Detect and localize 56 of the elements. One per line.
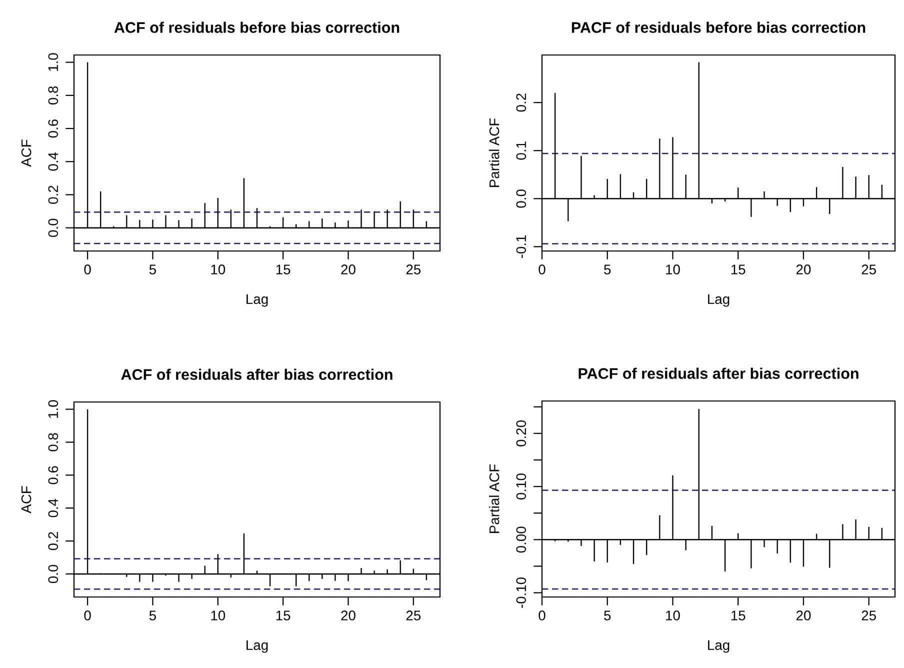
x-tick-label: 25 <box>862 610 876 620</box>
chart-title: ACF of residuals after bias correction <box>121 368 392 380</box>
chart-title: PACF of residuals before bias correction <box>572 22 866 33</box>
y-tick-label: 0.8 <box>48 433 58 452</box>
y-tick-label: 1.0 <box>48 53 58 71</box>
x-tick-label: 10 <box>666 264 680 274</box>
y-tick-label: -0.1 <box>516 235 526 258</box>
x-tick-label: 5 <box>604 264 611 274</box>
x-tick-label: 0 <box>538 264 546 274</box>
x-tick-label: 25 <box>406 264 421 274</box>
y-tick-label: 0.2 <box>516 94 526 112</box>
x-tick-label: 5 <box>149 264 156 274</box>
y-tick-label: -0.10 <box>516 577 526 608</box>
x-tick-label: 0 <box>538 610 546 620</box>
x-tick-label: 20 <box>341 610 356 620</box>
x-axis-title: Lag <box>708 640 730 653</box>
y-tick-label: 0.0 <box>516 190 526 208</box>
y-tick-label: 0.4 <box>48 498 58 518</box>
x-tick-label: 5 <box>149 610 156 620</box>
x-tick-label: 20 <box>796 264 811 274</box>
y-tick-label: 0.0 <box>48 564 58 584</box>
x-tick-label: 0 <box>84 610 91 620</box>
y-tick-label: 0.4 <box>48 152 58 171</box>
x-tick-label: 10 <box>211 264 226 274</box>
x-tick-label: 15 <box>731 610 746 620</box>
y-tick-label: 0.0 <box>48 218 58 237</box>
y-tick-label: 0.1 <box>516 142 526 160</box>
y-tick-label: 0.10 <box>516 474 526 500</box>
y-tick-label: 0.00 <box>516 526 526 553</box>
y-axis-title: ACF <box>21 140 32 167</box>
x-tick-label: 15 <box>276 610 290 620</box>
chart-title: ACF of residuals before bias correction <box>114 22 400 33</box>
y-axis-title: Partial ACF <box>489 464 500 533</box>
y-tick-label: 0.20 <box>516 420 526 446</box>
x-tick-label: 25 <box>406 610 421 620</box>
y-tick-label: 0.2 <box>48 186 58 204</box>
x-axis-title: Lag <box>246 640 268 653</box>
y-tick-label: 0.6 <box>48 119 58 138</box>
x-tick-label: 10 <box>211 610 226 620</box>
x-tick-label: 15 <box>731 264 746 274</box>
y-tick-label: 0.2 <box>48 532 58 550</box>
y-axis-title: Partial ACF <box>489 118 500 187</box>
y-tick-label: 0.6 <box>48 466 58 484</box>
chart-title: PACF of residuals after bias correction <box>578 368 858 379</box>
x-tick-label: 20 <box>341 264 356 274</box>
x-tick-label: 0 <box>84 264 91 274</box>
x-tick-label: 5 <box>604 610 611 620</box>
x-tick-label: 10 <box>666 610 680 620</box>
y-tick-label: 1.0 <box>48 400 58 418</box>
x-tick-label: 25 <box>862 264 876 274</box>
x-axis-title: Lag <box>246 294 268 307</box>
y-axis-title: ACF <box>21 486 32 514</box>
x-tick-label: 20 <box>796 610 811 620</box>
y-tick-label: 0.8 <box>48 86 58 104</box>
x-axis-title: Lag <box>708 294 730 307</box>
x-tick-label: 15 <box>276 264 290 274</box>
